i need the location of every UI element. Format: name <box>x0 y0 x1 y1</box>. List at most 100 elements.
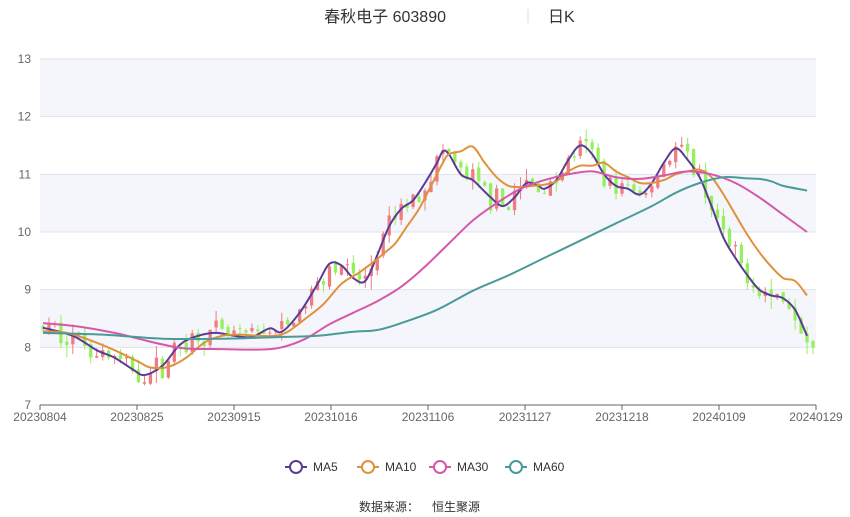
x-tick-label: 20240129 <box>789 410 843 424</box>
source-name: 恒生聚源 <box>432 500 480 514</box>
candle-body <box>536 183 541 193</box>
candle-body <box>626 184 630 186</box>
candle-body <box>787 302 791 309</box>
candle-body <box>572 156 576 158</box>
candle-body <box>136 369 141 383</box>
candle-body <box>506 206 511 211</box>
candle-body <box>781 292 785 302</box>
candle-body <box>739 244 744 264</box>
candle-body <box>309 288 314 306</box>
candle-body <box>148 372 153 384</box>
x-tick-label: 20230825 <box>110 410 164 424</box>
candle-body <box>363 275 367 280</box>
legend-item-ma5[interactable]: MA5 <box>285 460 338 474</box>
chart-period: 日K <box>548 9 575 26</box>
candle-body <box>805 333 809 343</box>
x-tick-label: 20231218 <box>595 410 649 424</box>
candle-body <box>453 153 457 163</box>
candle-body <box>715 209 720 219</box>
ma-line-ma30 <box>42 170 808 351</box>
candle-body <box>590 142 594 150</box>
ma-line-ma10 <box>42 145 808 370</box>
legend-item-ma30[interactable]: MA30 <box>429 460 489 474</box>
candle-body <box>303 306 308 309</box>
candle-body <box>280 320 284 330</box>
candle-body <box>89 344 93 358</box>
candle-body <box>423 190 427 201</box>
candle-body <box>793 307 797 321</box>
candle-body <box>686 143 690 152</box>
candle-body <box>596 147 600 163</box>
candle-body <box>268 332 272 334</box>
moving-average-lines <box>42 144 808 377</box>
candle-body <box>435 156 439 182</box>
candle-body <box>548 181 553 196</box>
candle-body <box>668 160 672 165</box>
candle-body <box>244 330 248 333</box>
candle-body <box>250 327 254 332</box>
candle-body <box>471 169 475 180</box>
legend-marker-icon <box>289 460 303 474</box>
candle-body <box>375 257 379 271</box>
candle-body <box>566 157 570 174</box>
candle-body <box>214 320 218 328</box>
legend[interactable]: MA5 MA10 MA30 MA60 <box>285 460 565 474</box>
candle-body <box>339 266 344 275</box>
candle-body <box>447 149 451 152</box>
legend-label: MA10 <box>385 460 417 474</box>
candle-body <box>542 192 547 194</box>
candle-body <box>118 354 123 360</box>
candle-body <box>459 161 463 168</box>
plot-band <box>40 59 816 117</box>
y-tick-label: 11 <box>19 167 32 181</box>
x-tick-label: 20240109 <box>692 410 746 424</box>
x-tick-label: 20231106 <box>402 410 455 424</box>
candle-body <box>327 266 332 287</box>
candle-body <box>196 333 200 342</box>
legend-marker-icon <box>361 460 375 474</box>
plot-band <box>40 289 816 348</box>
candle-body <box>142 382 147 384</box>
candle-body <box>292 322 296 327</box>
chart-title: 春秋电子 603890 <box>324 8 446 26</box>
candle-body <box>298 309 302 323</box>
candle-body <box>166 360 170 378</box>
plot-band <box>40 232 816 290</box>
legend-label: MA30 <box>457 460 489 474</box>
candle-body <box>417 196 421 203</box>
y-tick-label: 12 <box>18 110 32 124</box>
y-axis-ticks: 7 8 9 10 11 12 13 <box>18 52 32 412</box>
candle-body <box>709 195 714 211</box>
candle-body <box>799 318 803 334</box>
legend-label: MA5 <box>313 460 338 474</box>
legend-item-ma60[interactable]: MA60 <box>505 460 565 474</box>
candle-body <box>530 178 535 184</box>
y-tick-label: 13 <box>18 52 32 66</box>
candle-body <box>495 188 499 209</box>
candle-body <box>208 329 212 346</box>
candle-body <box>703 169 708 198</box>
candle-body <box>745 263 749 284</box>
candle-body <box>65 341 69 346</box>
candle-body <box>584 139 588 142</box>
candle-body <box>345 264 350 266</box>
legend-marker-icon <box>509 460 523 474</box>
candle-body <box>226 327 230 334</box>
legend-marker-icon <box>433 460 447 474</box>
y-gridlines <box>40 58 816 406</box>
x-tick-label: 20230915 <box>207 410 261 424</box>
candle-body <box>691 149 696 176</box>
candle-body <box>130 356 135 372</box>
candle-body <box>775 293 779 297</box>
candle-body <box>769 289 773 297</box>
candle-body <box>95 356 99 358</box>
candle-body <box>578 140 582 156</box>
x-axis: 20230804 20230825 20230915 20231016 20231106… <box>13 404 843 424</box>
plot-band <box>40 174 816 232</box>
candle-body <box>500 188 505 206</box>
legend-item-ma10[interactable]: MA10 <box>357 460 417 474</box>
candle-body <box>351 262 356 274</box>
candle-body <box>71 333 75 345</box>
candle-body <box>399 203 403 221</box>
